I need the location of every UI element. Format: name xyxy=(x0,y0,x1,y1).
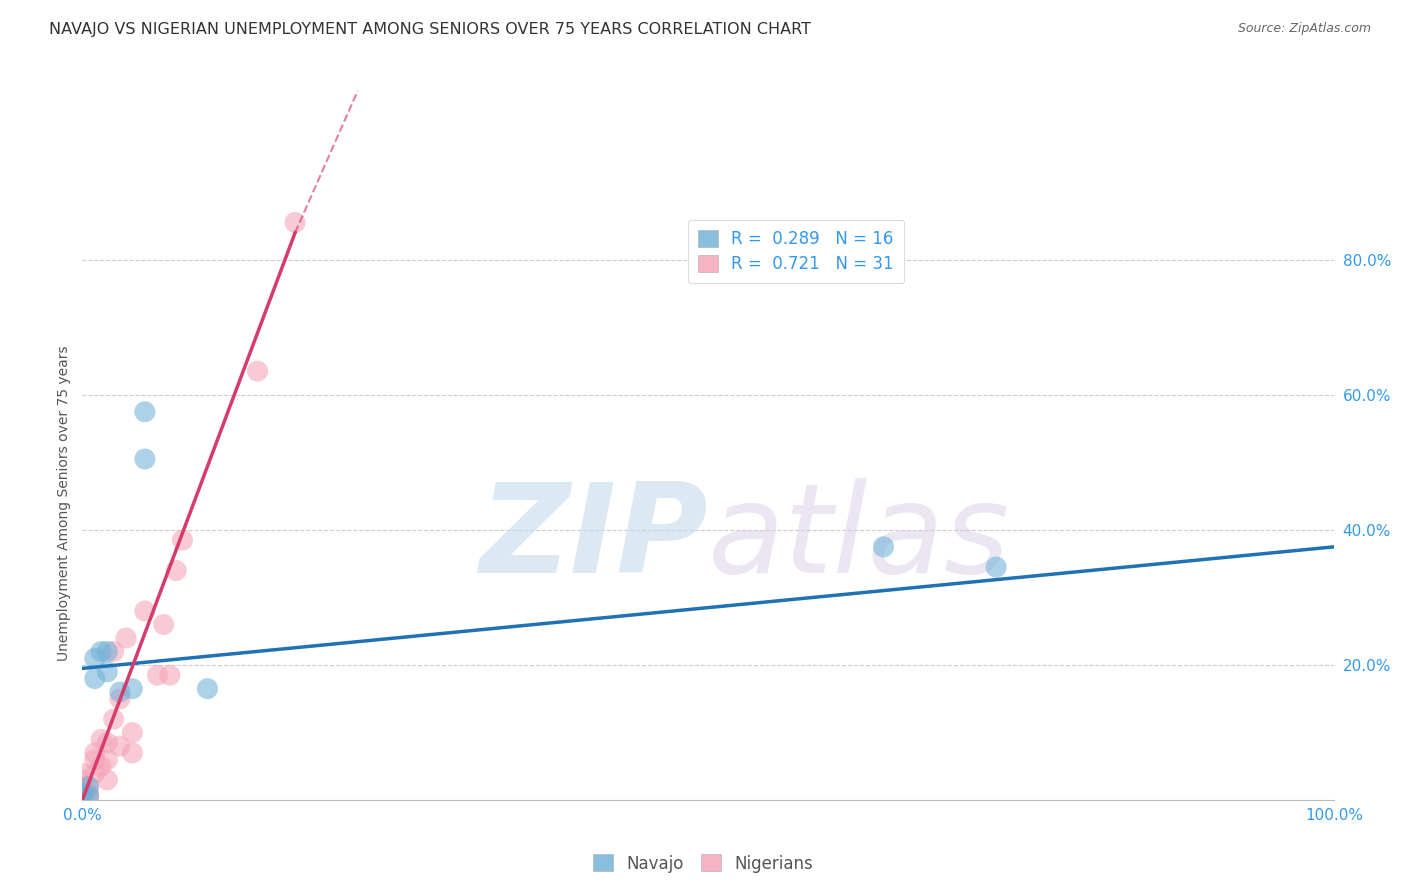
Point xyxy=(134,604,156,618)
Point xyxy=(986,560,1008,574)
Point xyxy=(103,644,125,658)
Legend: R =  0.289   N = 16, R =  0.721   N = 31: R = 0.289 N = 16, R = 0.721 N = 31 xyxy=(688,220,904,283)
Point xyxy=(197,681,219,696)
Point xyxy=(152,617,174,632)
Point xyxy=(72,789,94,804)
Point xyxy=(159,668,181,682)
Point xyxy=(83,746,105,760)
Point xyxy=(284,215,307,229)
Point xyxy=(77,789,100,804)
Point xyxy=(115,631,138,645)
Point xyxy=(96,772,118,787)
Point xyxy=(165,564,187,578)
Point xyxy=(96,644,118,658)
Point xyxy=(83,672,105,686)
Point xyxy=(134,452,156,467)
Point xyxy=(96,753,118,767)
Point xyxy=(72,786,94,800)
Text: NAVAJO VS NIGERIAN UNEMPLOYMENT AMONG SENIORS OVER 75 YEARS CORRELATION CHART: NAVAJO VS NIGERIAN UNEMPLOYMENT AMONG SE… xyxy=(49,22,811,37)
Point xyxy=(72,786,94,800)
Point xyxy=(72,772,94,787)
Point xyxy=(90,732,112,747)
Point xyxy=(77,786,100,800)
Point xyxy=(103,712,125,726)
Point xyxy=(108,739,131,753)
Point xyxy=(146,668,169,682)
Legend: Navajo, Nigerians: Navajo, Nigerians xyxy=(586,847,820,880)
Point xyxy=(77,789,100,804)
Point xyxy=(83,753,105,767)
Y-axis label: Unemployment Among Seniors over 75 years: Unemployment Among Seniors over 75 years xyxy=(58,345,72,661)
Point xyxy=(90,644,112,658)
Point xyxy=(108,685,131,699)
Point xyxy=(83,651,105,665)
Point xyxy=(172,533,194,547)
Point xyxy=(96,665,118,679)
Point xyxy=(872,540,894,554)
Point xyxy=(121,681,143,696)
Point xyxy=(72,780,94,794)
Point xyxy=(90,759,112,773)
Text: atlas: atlas xyxy=(709,478,1011,599)
Point xyxy=(77,780,100,794)
Point xyxy=(83,766,105,780)
Point xyxy=(108,691,131,706)
Point xyxy=(121,746,143,760)
Text: ZIP: ZIP xyxy=(479,478,709,599)
Point xyxy=(72,789,94,804)
Point xyxy=(246,364,269,378)
Point xyxy=(77,780,100,794)
Point xyxy=(134,405,156,419)
Point xyxy=(72,766,94,780)
Text: Source: ZipAtlas.com: Source: ZipAtlas.com xyxy=(1237,22,1371,36)
Point xyxy=(96,736,118,750)
Point xyxy=(121,725,143,739)
